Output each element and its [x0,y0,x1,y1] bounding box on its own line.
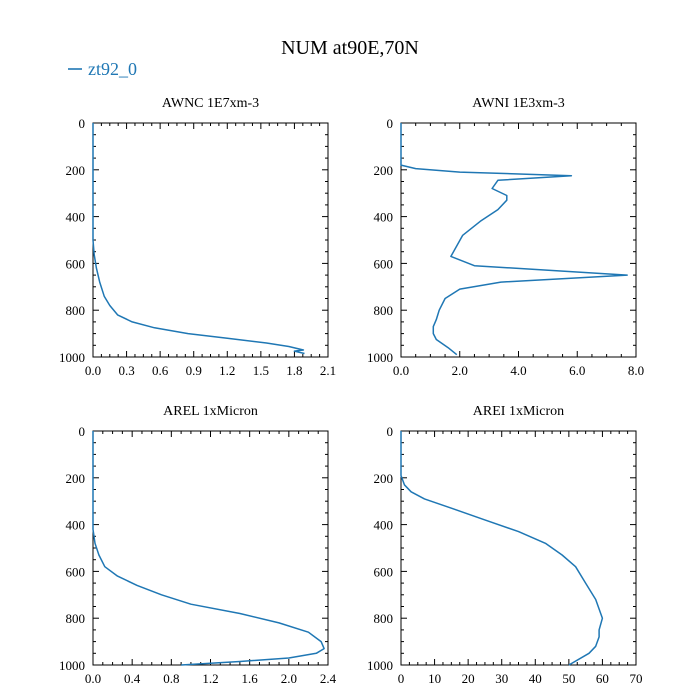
y-tick-label: 0 [79,424,86,439]
x-tick-label: 2.4 [320,671,337,686]
x-tick-label: 1.2 [219,363,235,378]
x-tick-label: 6.0 [569,363,585,378]
plot-frame [92,122,329,358]
x-tick-label: 0.3 [118,363,134,378]
y-tick-label: 800 [374,611,394,626]
panel-title: AREI 1xMicron [473,404,564,419]
series-line [400,123,628,356]
x-tick-label: 0.0 [85,363,101,378]
panel-title: AWNI 1E3xm-3 [472,96,565,111]
x-tick-label: 2.1 [320,363,336,378]
y-tick-label: 600 [374,564,394,579]
x-tick-label: 50 [562,671,575,686]
panel-title: AWNC 1E7xm-3 [162,96,259,111]
x-tick-label: 40 [529,671,542,686]
x-tick-label: 0.6 [152,363,169,378]
y-tick-label: 400 [374,518,394,533]
x-tick-label: 60 [596,671,609,686]
x-tick-label: 0.0 [85,671,101,686]
legend-label: zt92_0 [88,59,137,79]
y-tick-label: 1000 [59,350,85,365]
y-tick-label: 0 [387,116,394,131]
panel-3: AREL 1xMicron 0.0 0.4 0.8 1.2 1.6 2.0 2.4 0 200 40… [59,404,337,686]
y-tick-label: 200 [66,163,86,178]
y-tick-label: 400 [374,210,394,225]
y-tick-label: 800 [66,303,86,318]
legend: zt92_0 [68,59,137,79]
y-tick-label: 600 [374,256,394,271]
x-tick-label: 0 [398,671,405,686]
y-tick-label: 200 [374,471,394,486]
y-tick-label: 600 [66,256,86,271]
plot-frame [400,430,637,666]
x-tick-label: 1.2 [202,671,218,686]
series-line [92,123,305,355]
x-tick-label: 30 [495,671,508,686]
y-tick-label: 600 [66,564,86,579]
figure-title: NUM at90E,70N [281,37,419,59]
x-tick-label: 4.0 [510,363,526,378]
x-tick-label: 0.0 [393,363,409,378]
y-tick-label: 1000 [367,350,393,365]
x-tick-label: 20 [462,671,475,686]
x-tick-label: 70 [630,671,643,686]
plot-frame [400,122,637,358]
x-tick-label: 1.8 [286,363,302,378]
panel-4: AREI 1xMicron 0 10 20 30 40 50 60 70 0 200 400 600 80… [367,404,643,686]
x-tick-label: 2.0 [281,671,297,686]
plot-frame [92,430,329,666]
series-line [400,431,604,666]
series-line [92,431,325,666]
panel-title: AREL 1xMicron [163,404,258,419]
panel-1: AWNC 1E7xm-3 0.0 0.3 0.6 0.9 1.2 1.5 1.8 2.1 0 200… [59,96,336,378]
y-tick-label: 400 [66,518,86,533]
y-tick-label: 1000 [367,658,393,673]
x-tick-label: 0.9 [186,363,202,378]
y-tick-label: 400 [66,210,86,225]
x-tick-label: 2.0 [452,363,468,378]
y-tick-label: 200 [374,163,394,178]
x-tick-label: 1.5 [253,363,269,378]
panel-2: AWNI 1E3xm-3 0.0 2.0 4.0 6.0 8.0 0 200 400 600 800… [367,96,644,378]
y-tick-label: 0 [79,116,86,131]
x-tick-label: 10 [428,671,441,686]
panels: AWNC 1E7xm-30.0 0.3 0.6 0.9 1.2 1.5 1.8 2.10200… [59,96,644,686]
y-tick-label: 800 [66,611,86,626]
x-tick-label: 0.8 [163,671,179,686]
x-tick-label: 0.4 [124,671,141,686]
y-tick-label: 1000 [59,658,85,673]
x-tick-label: 1.6 [242,671,259,686]
x-tick-label: 8.0 [628,363,644,378]
y-tick-label: 800 [374,303,394,318]
y-tick-label: 200 [66,471,86,486]
y-tick-label: 0 [387,424,394,439]
